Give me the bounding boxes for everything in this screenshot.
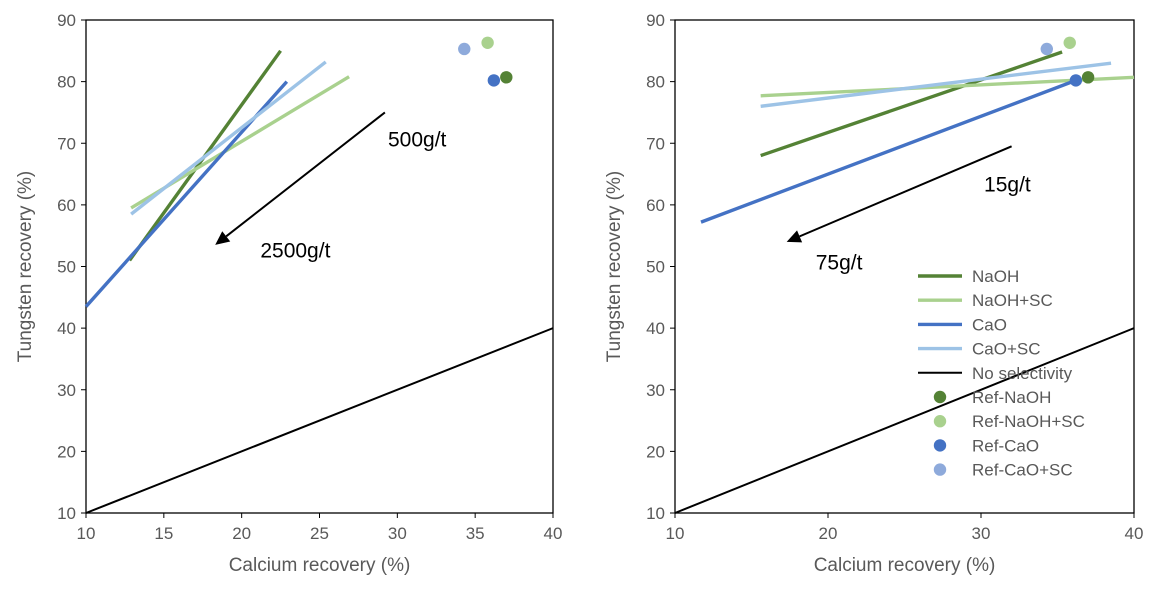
legend-marker: [933, 390, 947, 404]
legend-marker: [933, 463, 947, 476]
x-tick-label: 20: [232, 524, 251, 543]
point-ref-naoh: [1081, 71, 1095, 84]
x-tick-label: 40: [544, 524, 563, 543]
x-tick-label: 25: [310, 524, 329, 543]
y-tick-label: 10: [57, 504, 76, 523]
annotation-label: 500g/t: [388, 128, 447, 151]
point-ref-naoh-sc: [481, 36, 494, 50]
legend-label: Ref-CaO+SC: [972, 461, 1073, 480]
y-tick-label: 70: [57, 134, 76, 153]
annotations-left: 500g/t 2500g/t: [215, 111, 447, 262]
y-tick-label: 20: [646, 442, 665, 461]
y-tick-label: 90: [646, 11, 665, 30]
legend-marker: [933, 415, 947, 428]
y-axis-title-left: Tungsten recovery (%): [15, 171, 36, 362]
x-axis-title-right: Calcium recovery (%): [814, 555, 996, 576]
y-axis-title-right: Tungsten recovery (%): [604, 171, 625, 362]
x-tick-label: 10: [77, 524, 96, 543]
x-tick-label: 10: [666, 524, 685, 543]
plot-area-right: [674, 19, 1135, 514]
point-ref-cao: [487, 74, 501, 87]
legend-label: NaOH: [972, 267, 1019, 286]
y-tick-label: 50: [57, 258, 76, 277]
axes-right: 10 20 30 40 10 20 30 40 50 60 70 80 90: [646, 11, 1143, 543]
y-tick-label: 40: [646, 319, 665, 338]
arrow-shaft: [799, 145, 1012, 238]
series-line-no-selectivity: [85, 327, 554, 514]
x-tick-label: 40: [1125, 524, 1144, 543]
series-group-right: [674, 50, 1135, 514]
legend-marker: [933, 439, 947, 452]
reference-points-left: [458, 36, 513, 87]
annotation-label: 75g/t: [816, 252, 863, 275]
y-tick-label: 10: [646, 504, 665, 523]
y-tick-label: 40: [57, 319, 76, 338]
x-tick-label: 35: [466, 524, 485, 543]
y-tick-label: 80: [646, 73, 665, 92]
y-tick-label: 50: [646, 258, 665, 277]
x-axis-title-left: Calcium recovery (%): [229, 555, 411, 576]
legend: NaOH NaOH+SC CaO CaO+SC No selectivity Ref-Na…: [918, 267, 1085, 480]
legend-label: Ref-NaOH+SC: [972, 412, 1085, 431]
y-tick-label: 30: [646, 381, 665, 400]
legend-label: CaO: [972, 315, 1007, 334]
legend-label: CaO+SC: [972, 340, 1041, 359]
arrow-head: [215, 231, 231, 245]
x-tick-label: 30: [972, 524, 991, 543]
point-ref-naoh: [500, 71, 513, 84]
annotation-label: 2500g/t: [260, 239, 330, 262]
legend-label: NaOH+SC: [972, 291, 1053, 310]
y-tick-label: 70: [646, 134, 665, 153]
annotations-right: 15g/t 75g/t: [786, 145, 1031, 275]
point-ref-naoh-sc: [1063, 36, 1076, 50]
chart-panel-left: 500g/t 2500g/t 10 15 20 25 30 35 40 10 20 30 40 50 60…: [15, 11, 562, 576]
reference-points-right: [1040, 36, 1095, 87]
series-line-naoh: [760, 50, 1063, 158]
legend-label: No selectivity: [972, 364, 1073, 383]
x-tick-label: 30: [388, 524, 407, 543]
annotation-label: 15g/t: [984, 173, 1031, 196]
point-ref-cao-sc: [458, 42, 471, 56]
y-tick-label: 30: [57, 381, 76, 400]
series-line-cao-sc: [760, 61, 1112, 108]
y-tick-label: 60: [57, 196, 76, 215]
arrow-head: [786, 230, 803, 243]
x-tick-label: 20: [819, 524, 838, 543]
legend-label: Ref-NaOH: [972, 388, 1051, 407]
point-ref-cao: [1069, 74, 1083, 87]
series-line-cao-sc: [130, 60, 327, 216]
arrow-shaft: [225, 111, 386, 238]
x-tick-label: 15: [154, 524, 173, 543]
axes-left: 10 15 20 25 30 35 40 10 20 30 40 50 60 70 80 90: [57, 11, 562, 543]
y-tick-label: 60: [646, 196, 665, 215]
series-group-left: [84, 49, 554, 514]
point-ref-cao-sc: [1040, 42, 1053, 56]
y-tick-label: 80: [57, 73, 76, 92]
y-tick-label: 20: [57, 442, 76, 461]
y-tick-label: 90: [57, 11, 76, 30]
series-line-cao: [700, 78, 1077, 224]
series-line-no-selectivity: [674, 327, 1135, 514]
chart-panel-right: 15g/t 75g/t 10 20 30 40 10 20 30 40 50 60 70 80 90 Ca…: [604, 11, 1143, 576]
legend-label: Ref-CaO: [972, 436, 1039, 455]
